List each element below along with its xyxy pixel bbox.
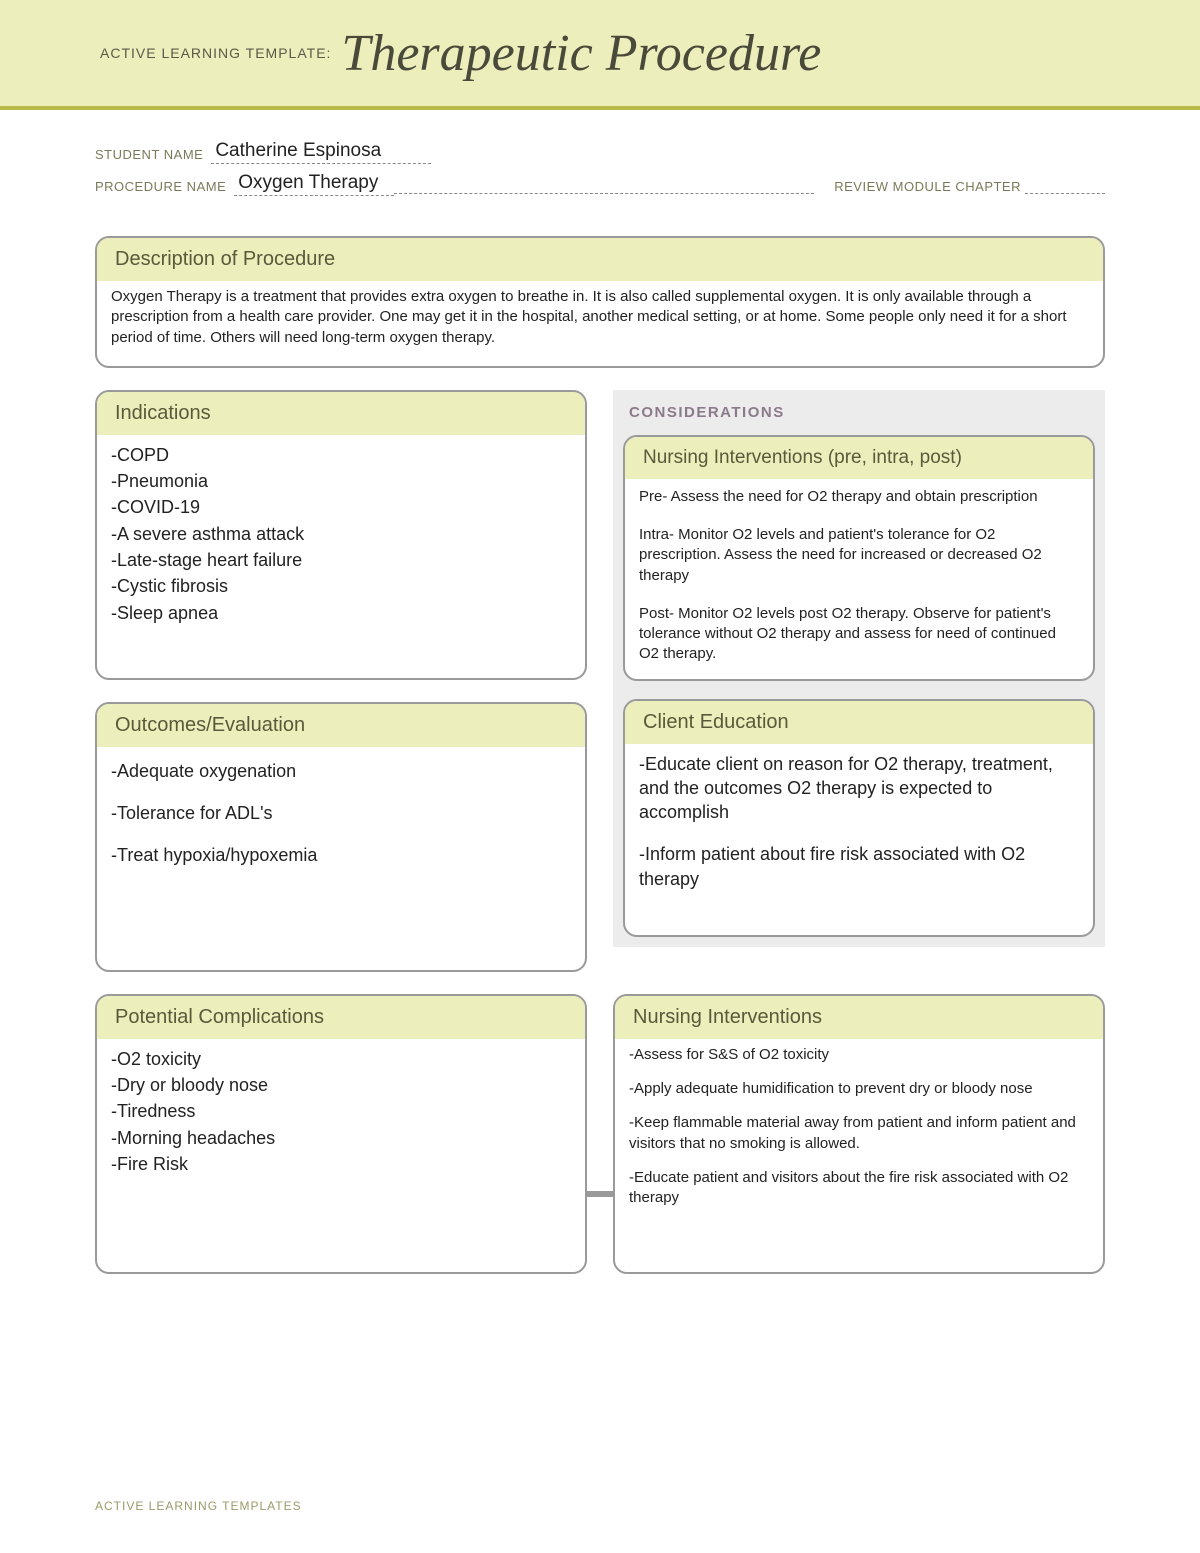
considerations-label: CONSIDERATIONS: [623, 390, 1095, 435]
complications-box: Potential Complications -O2 toxicity -Dr…: [95, 994, 587, 1274]
outcomes-body: -Adequate oxygenation -Tolerance for ADL…: [97, 747, 585, 882]
nursing-int-title: Nursing Interventions: [615, 996, 1103, 1039]
client-edu-title: Client Education: [625, 701, 1093, 744]
description-body: Oxygen Therapy is a treatment that provi…: [97, 281, 1103, 366]
left-column: Indications -COPD -Pneumonia -COVID-19 -…: [95, 390, 587, 994]
list-item: -Educate client on reason for O2 therapy…: [639, 752, 1079, 825]
list-item: -Adequate oxygenation: [111, 759, 571, 783]
description-box: Description of Procedure Oxygen Therapy …: [95, 236, 1105, 368]
list-item: -A severe asthma attack: [111, 522, 571, 546]
indications-box: Indications -COPD -Pneumonia -COVID-19 -…: [95, 390, 587, 680]
right-column: CONSIDERATIONS Nursing Interventions (pr…: [613, 390, 1105, 994]
list-item: -Fire Risk: [111, 1152, 571, 1176]
content-area: STUDENT NAME Catherine Espinosa PROCEDUR…: [0, 110, 1200, 1274]
list-item: -COPD: [111, 443, 571, 467]
review-module-line: [1025, 193, 1105, 194]
client-edu-body: -Educate client on reason for O2 therapy…: [625, 744, 1093, 905]
nursing-int-box: Nursing Interventions -Assess for S&S of…: [613, 994, 1105, 1274]
procedure-row: PROCEDURE NAME Oxygen Therapy REVIEW MOD…: [95, 172, 1105, 196]
complications-col: Potential Complications -O2 toxicity -Dr…: [95, 994, 587, 1274]
list-item: -Tiredness: [111, 1099, 571, 1123]
list-item: -Pneumonia: [111, 469, 571, 493]
student-row: STUDENT NAME Catherine Espinosa: [95, 140, 1105, 164]
nursing-int-body: -Assess for S&S of O2 toxicity -Apply ad…: [615, 1039, 1103, 1223]
page: ACTIVE LEARNING TEMPLATE: Therapeutic Pr…: [0, 0, 1200, 1553]
header-prefix: ACTIVE LEARNING TEMPLATE:: [100, 45, 331, 61]
header-band: ACTIVE LEARNING TEMPLATE: Therapeutic Pr…: [0, 0, 1200, 110]
list-item: -Cystic fibrosis: [111, 574, 571, 598]
list-item: -Dry or bloody nose: [111, 1073, 571, 1097]
list-item: -Assess for S&S of O2 toxicity: [629, 1045, 1089, 1065]
list-item: -Sleep apnea: [111, 601, 571, 625]
list-item: Intra- Monitor O2 levels and patient's t…: [639, 525, 1079, 586]
procedure-name-value: Oxygen Therapy: [234, 172, 394, 196]
list-item: Pre- Assess the need for O2 therapy and …: [639, 487, 1079, 507]
list-item: -Inform patient about fire risk associat…: [639, 842, 1079, 891]
list-item: -O2 toxicity: [111, 1047, 571, 1071]
list-item: -Tolerance for ADL's: [111, 801, 571, 825]
procedure-name-label: PROCEDURE NAME: [95, 179, 226, 196]
list-item: -Educate patient and visitors about the …: [629, 1168, 1089, 1209]
bottom-row: Potential Complications -O2 toxicity -Dr…: [95, 994, 1105, 1274]
list-item: -Treat hypoxia/hypoxemia: [111, 843, 571, 867]
complications-body: -O2 toxicity -Dry or bloody nose -Tiredn…: [97, 1039, 585, 1192]
outcomes-box: Outcomes/Evaluation -Adequate oxygenatio…: [95, 702, 587, 972]
review-module-label: REVIEW MODULE CHAPTER: [834, 179, 1021, 196]
list-item: -COVID-19: [111, 495, 571, 519]
nursing-pre-body: Pre- Assess the need for O2 therapy and …: [625, 479, 1093, 679]
description-title: Description of Procedure: [97, 238, 1103, 281]
list-item: -Late-stage heart failure: [111, 548, 571, 572]
student-name-value: Catherine Espinosa: [211, 140, 431, 164]
indications-body: -COPD -Pneumonia -COVID-19 -A severe ast…: [97, 435, 585, 641]
connector: [587, 994, 613, 1274]
footer-label: ACTIVE LEARNING TEMPLATES: [95, 1499, 302, 1513]
client-edu-box: Client Education -Educate client on reas…: [623, 699, 1095, 937]
connector-line: [587, 1191, 613, 1197]
list-item: -Keep flammable material away from patie…: [629, 1113, 1089, 1154]
indications-title: Indications: [97, 392, 585, 435]
middle-columns: Indications -COPD -Pneumonia -COVID-19 -…: [95, 390, 1105, 994]
nursing-pre-box: Nursing Interventions (pre, intra, post)…: [623, 435, 1095, 681]
nursing-pre-title: Nursing Interventions (pre, intra, post): [625, 437, 1093, 479]
list-item: Post- Monitor O2 levels post O2 therapy.…: [639, 604, 1079, 665]
student-name-label: STUDENT NAME: [95, 147, 203, 164]
list-item: -Apply adequate humidification to preven…: [629, 1079, 1089, 1099]
outcomes-title: Outcomes/Evaluation: [97, 704, 585, 747]
nursing-int-col: Nursing Interventions -Assess for S&S of…: [613, 994, 1105, 1274]
procedure-line: [394, 193, 814, 194]
list-item: -Morning headaches: [111, 1126, 571, 1150]
considerations-panel: CONSIDERATIONS Nursing Interventions (pr…: [613, 390, 1105, 947]
header-title: Therapeutic Procedure: [341, 24, 821, 83]
complications-title: Potential Complications: [97, 996, 585, 1039]
